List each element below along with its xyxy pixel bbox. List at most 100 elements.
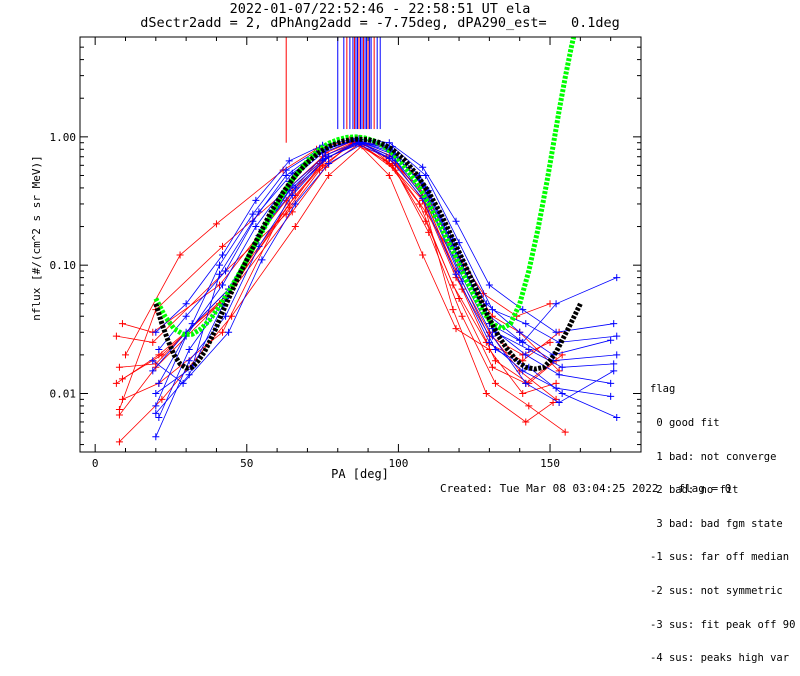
data-point [149, 357, 157, 365]
series-line [119, 145, 566, 443]
data-point [425, 228, 433, 236]
data-point [155, 414, 163, 422]
x-axis-label: PA [deg] [331, 467, 389, 481]
data-point [252, 196, 260, 204]
data-point [613, 414, 621, 422]
data-point [222, 267, 230, 275]
data-point [225, 328, 233, 336]
data-point [455, 294, 463, 302]
data-point [176, 251, 184, 259]
data-point [152, 389, 160, 397]
series-line [158, 138, 617, 350]
data-point [322, 151, 330, 159]
series-line [158, 141, 611, 418]
data-point [118, 320, 126, 328]
data-point [258, 256, 266, 264]
data-point [561, 428, 569, 436]
y-tick-label: 0.01 [50, 387, 77, 400]
data-point [522, 320, 530, 328]
data-point [610, 320, 618, 328]
data-point [485, 338, 493, 346]
data-point [613, 274, 621, 282]
data-point [155, 346, 163, 354]
data-point [422, 217, 430, 225]
data-point [149, 367, 157, 375]
data-point [488, 332, 496, 340]
data-point [452, 217, 460, 225]
data-point [152, 409, 160, 417]
y-tick-label: 1.00 [50, 131, 77, 144]
data-point [552, 384, 560, 392]
data-point [249, 210, 257, 218]
data-point [215, 261, 223, 269]
fit-curve [153, 37, 577, 337]
series-line [152, 142, 614, 372]
series-line [155, 142, 614, 437]
y-axis-label: nflux [#/(cm^2 s sr MeV)] [30, 155, 43, 321]
chart-plot: 0 50 100 150 0.01 0.10 1.00 PA [deg] nflux [#/… [30, 36, 642, 481]
data-point [552, 328, 560, 336]
data-point [121, 351, 129, 359]
data-point [552, 300, 560, 308]
flag-legend-item: -2 sus: not symmetric [650, 585, 783, 598]
data-point [613, 351, 621, 359]
data-point [149, 338, 157, 346]
series-line [125, 139, 551, 356]
data-point [385, 154, 393, 162]
data-point [385, 171, 393, 179]
series-line [122, 142, 557, 384]
data-group [112, 37, 621, 446]
data-point [152, 433, 160, 441]
x-tick-label: 100 [388, 457, 408, 470]
data-point [522, 379, 530, 387]
data-point [419, 163, 427, 171]
data-point [249, 217, 257, 225]
flag-legend-item: 1 bad: not converge [650, 450, 777, 463]
data-point [215, 270, 223, 278]
data-point [488, 363, 496, 371]
data-point [319, 156, 327, 164]
footer: Created: Tue Mar 08 03:04:25 2022 flag =… [440, 482, 731, 495]
data-point [452, 325, 460, 333]
data-point [519, 367, 527, 375]
data-point [118, 375, 126, 383]
data-point [610, 360, 618, 368]
data-point [152, 402, 160, 410]
data-point [285, 157, 293, 165]
data-point [182, 300, 190, 308]
flag-legend-title: flag [650, 383, 676, 396]
series-line [155, 139, 617, 394]
data-point [158, 395, 166, 403]
data-point [291, 223, 299, 231]
data-point [516, 336, 524, 344]
data-point [219, 251, 227, 259]
x-tick-label: 150 [540, 457, 560, 470]
plot-frame [79, 36, 642, 453]
data-point [488, 306, 496, 314]
data-point [115, 411, 123, 419]
data-point [491, 357, 499, 365]
flag-status: flag = 0 [678, 482, 732, 495]
data-point [219, 328, 227, 336]
data-point [158, 351, 166, 359]
data-point [525, 402, 533, 410]
data-point [422, 171, 430, 179]
data-point [179, 379, 187, 387]
data-point [549, 399, 557, 407]
data-point [607, 379, 615, 387]
data-point [555, 399, 563, 407]
flag-legend-item: -3 sus: fit peak off 90 [650, 618, 796, 631]
data-point [291, 200, 299, 208]
chart-title-line-1: 2022-01-07/22:52:46 - 22:58:51 UT ela [229, 1, 531, 17]
data-point [419, 251, 427, 259]
series-line [155, 142, 611, 414]
data-point [485, 281, 493, 289]
data-point [252, 223, 260, 231]
data-point [155, 379, 163, 387]
data-point [519, 389, 527, 397]
flag-legend-item: 2 bad: no fit [650, 484, 739, 497]
data-point [558, 389, 566, 397]
data-point [452, 270, 460, 278]
data-point [185, 357, 193, 365]
axis-layer: 0 50 100 150 0.01 0.10 1.00 [50, 36, 641, 470]
